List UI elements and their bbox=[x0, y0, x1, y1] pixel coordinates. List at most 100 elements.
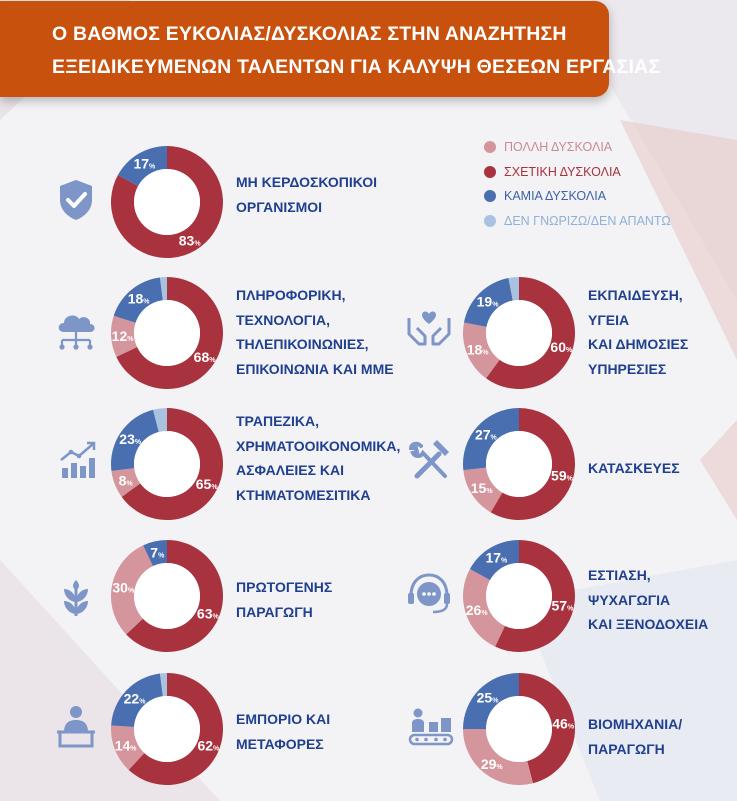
donut-segment-very-difficult bbox=[463, 467, 503, 513]
sector-label-it-telecom: ΠΛΗΡΟΦΟΡΙΚΗ, ΤΕΧΝΟΛΟΓΙΑ, ΤΗΛΕΠΙΚΟΙΝΩΝΙΕΣ… bbox=[236, 283, 394, 381]
hands-heart-icon bbox=[407, 311, 451, 346]
donut-segment-somewhat-difficult bbox=[128, 673, 223, 785]
donut-segment-very-difficult bbox=[111, 725, 145, 770]
donut-segment-very-difficult bbox=[463, 322, 500, 379]
sector-label-hospitality: ΕΣΤΙΑΣΗ, ΨΥΧΑΓΩΓΙΑ ΚΑΙ ΞΕΝΟΔΟΧΕΙΑ bbox=[588, 563, 708, 637]
shield-check-icon bbox=[60, 180, 92, 220]
donut-segment-no-difficulty bbox=[111, 673, 163, 727]
wheat-icon bbox=[64, 580, 88, 616]
sector-label-line: ΨΥΧΑΓΩΓΙΑ bbox=[588, 591, 671, 608]
donut-segment-somewhat-difficult bbox=[116, 277, 223, 389]
donut-hole bbox=[134, 696, 200, 762]
donut-hole bbox=[486, 696, 552, 762]
donut-segment-no-difficulty bbox=[463, 408, 519, 471]
legend-label: ΔΕΝ ΓΝΩΡΙΖΩ/ΔΕΝ ΑΠΑΝΤΩ bbox=[504, 213, 671, 228]
donut-chart-industry: 46%29%25% bbox=[463, 673, 575, 785]
donut-segment-somewhat-difficult bbox=[486, 277, 575, 389]
sector-label-construction: ΚΑΤΑΣΚΕΥΕΣ bbox=[588, 456, 680, 481]
hammer-wrench-icon bbox=[408, 440, 449, 479]
sector-label-education-health: ΕΚΠΑΙΔΕΥΣΗ, ΥΓΕΙΑ ΚΑΙ ΔΗΜΟΣΙΕΣ ΥΠΗΡΕΣΙΕΣ bbox=[588, 283, 688, 381]
sector-label-line: ΥΠΗΡΕΣΙΕΣ bbox=[588, 360, 667, 377]
donut-segment-somewhat-difficult bbox=[495, 540, 575, 652]
donut-hole bbox=[486, 431, 552, 497]
sector-label-line: ΕΚΠΑΙΔΕΥΣΗ, bbox=[588, 287, 683, 303]
donut-segment-no-difficulty bbox=[113, 277, 163, 323]
donut-segment-dont-know bbox=[508, 277, 519, 301]
donut-segment-dont-know bbox=[153, 408, 167, 433]
legend-label: ΠΟΛΛΗ ΔΥΣΚΟΛΙΑ bbox=[504, 140, 613, 154]
sector-label-primary-production: ΠΡΩΤΟΓΕΝΗΣ ΠΑΡΑΓΩΓΗ bbox=[236, 575, 332, 624]
sector-label-line: ΟΡΓΑΝΙΣΜΟΙ bbox=[236, 198, 323, 215]
donut-segment-no-difficulty bbox=[463, 673, 519, 729]
growth-chart-icon bbox=[60, 441, 96, 478]
donut-hole bbox=[134, 563, 200, 629]
sector-label-line: ΤΡΑΠΕΖΙΚΑ, bbox=[236, 413, 319, 429]
sector-label-line: ΤΕΧΝΟΛΟΓΙΑ, bbox=[236, 311, 331, 328]
sector-label-trade-transport: ΕΜΠΟΡΙΟ ΚΑΙ ΜΕΤΑΦΟΡΕΣ bbox=[236, 707, 330, 756]
sector-label-line: ΚΑΙ ΔΗΜΟΣΙΕΣ bbox=[588, 336, 689, 352]
legend-swatch bbox=[484, 141, 496, 153]
donut-chart-finance: 65%8%23% bbox=[111, 408, 223, 520]
donut-segment-no-difficulty bbox=[111, 409, 159, 472]
legend-label: ΚΑΜΙΑ ΔΥΣΚΟΛΙΑ bbox=[504, 189, 607, 203]
donut-segment-dont-know bbox=[159, 277, 167, 301]
donut-segment-no-difficulty bbox=[463, 277, 513, 327]
sector-label-line: ΤΗΛΕΠΙΚΟΙΝΩΝΙΕΣ, bbox=[236, 336, 369, 352]
sector-label-finance: ΤΡΑΠΕΖΙΚΑ, ΧΡΗΜΑΤΟΟΙΚΟΝΟΜΙΚΑ, ΑΣΦΑΛΕΙΕΣ … bbox=[236, 409, 400, 507]
title-banner: Ο ΒΑΘΜΟΣ ΕΥΚΟΛΙΑΣ/ΔΥΣΚΟΛΙΑΣ ΣΤΗΝ ΑΝΑΖΗΤΗ… bbox=[0, 1, 660, 97]
sector-label-line: ΕΜΠΟΡΙΟ ΚΑΙ bbox=[236, 711, 331, 727]
sector-label-line: ΠΑΡΑΓΩΓΗ bbox=[236, 603, 313, 620]
title-line-1: Ο ΒΑΘΜΟΣ ΕΥΚΟΛΙΑΣ/ΔΥΣΚΟΛΙΑΣ ΣΤΗΝ ΑΝΑΖΗΤΗ… bbox=[52, 23, 567, 45]
donut-segment-no-difficulty bbox=[143, 540, 167, 567]
legend-swatch bbox=[484, 190, 496, 202]
chat-headset-icon bbox=[408, 573, 450, 614]
sector-label-line: ΠΛΗΡΟΦΟΡΙΚΗ, bbox=[236, 287, 346, 303]
sector-label-line: ΧΡΗΜΑΤΟΟΙΚΟΝΟΜΙΚΑ, bbox=[236, 437, 401, 454]
donut-segment-somewhat-difficult bbox=[111, 146, 224, 258]
donut-chart-hospitality: 57%26%17% bbox=[463, 540, 575, 652]
donut-chart-it-telecom: 68%12%18% bbox=[111, 277, 223, 389]
sector-label-line: ΜΕΤΑΦΟΡΕΣ bbox=[236, 735, 324, 752]
donut-segment-no-difficulty bbox=[117, 146, 167, 187]
donut-hole bbox=[134, 300, 200, 366]
sector-label-line: ΠΑΡΑΓΩΓΗ bbox=[588, 740, 665, 757]
donut-segment-very-difficult bbox=[463, 729, 533, 785]
donut-segment-dont-know bbox=[159, 673, 167, 697]
donut-segment-no-difficulty bbox=[469, 540, 519, 581]
donut-chart-construction: 59%15%27% bbox=[463, 408, 575, 520]
sector-label-line: ΥΓΕΙΑ bbox=[588, 311, 630, 328]
donut-hole bbox=[486, 300, 552, 366]
conveyor-worker-icon bbox=[408, 708, 454, 746]
donut-chart-nonprofits: 83%17% bbox=[111, 146, 224, 258]
sector-label-line: ΒΙΟΜΗΧΑΝΙΑ/ bbox=[588, 716, 683, 732]
legend-swatch bbox=[484, 214, 496, 227]
donut-hole bbox=[134, 169, 200, 235]
legend-swatch bbox=[484, 165, 496, 178]
legend-label: ΣΧΕΤΙΚΗ ΔΥΣΚΟΛΙΑ bbox=[504, 164, 621, 179]
donut-segment-very-difficult bbox=[111, 468, 141, 497]
donut-segment-somewhat-difficult bbox=[126, 540, 223, 652]
donut-hole bbox=[134, 431, 200, 497]
sector-label-industry: ΒΙΟΜΗΧΑΝΙΑ/ ΠΑΡΑΓΩΓΗ bbox=[588, 712, 682, 761]
donut-segment-very-difficult bbox=[111, 315, 138, 357]
sector-label-line: ΑΣΦΑΛΕΙΕΣ ΚΑΙ bbox=[236, 462, 345, 478]
donut-chart-trade-transport: 62%14%22% bbox=[111, 673, 223, 785]
sector-label-line: ΕΣΤΙΑΣΗ, bbox=[588, 567, 651, 583]
donut-segment-very-difficult bbox=[463, 569, 505, 647]
sector-label-line: ΠΡΩΤΟΓΕΝΗΣ bbox=[236, 579, 333, 595]
sector-label-line: ΜΗ ΚΕΡΔΟΣΚΟΠΙΚΟΙ bbox=[236, 174, 377, 190]
donut-segment-very-difficult bbox=[110, 545, 153, 635]
title-line-2: ΕΞΕΙΔΙΚΕΥΜΕΝΩΝ ΤΑΛΕΝΤΩΝ ΓΙΑ ΚΑΛΥΨΗ ΘΕΣΕΩ… bbox=[52, 56, 661, 78]
donut-segment-somewhat-difficult bbox=[519, 673, 575, 784]
sector-label-line: ΚΑΙ ΞΕΝΟΔΟΧΕΙΑ bbox=[588, 616, 709, 632]
donut-segment-somewhat-difficult bbox=[121, 408, 223, 520]
sector-label-line: ΕΠΙΚΟΙΝΩΝΙΑ ΚΑΙ ΜΜΕ bbox=[236, 360, 394, 377]
donut-chart-primary-production: 63%30%7% bbox=[110, 540, 223, 652]
cloud-network-icon bbox=[58, 315, 95, 350]
sector-label-line: ΚΤΗΜΑΤΟΜΕΣΙΤΙΚΑ bbox=[236, 486, 371, 503]
donut-hole bbox=[486, 563, 552, 629]
sector-label-line: ΚΑΤΑΣΚΕΥΕΣ bbox=[588, 460, 680, 476]
donut-chart-education-health: 60%18%19% bbox=[463, 277, 575, 389]
sector-label-nonprofits: ΜΗ ΚΕΡΔΟΣΚΟΠΙΚΟΙ ΟΡΓΑΝΙΣΜΟΙ bbox=[236, 170, 377, 219]
shopkeeper-icon bbox=[57, 706, 95, 748]
